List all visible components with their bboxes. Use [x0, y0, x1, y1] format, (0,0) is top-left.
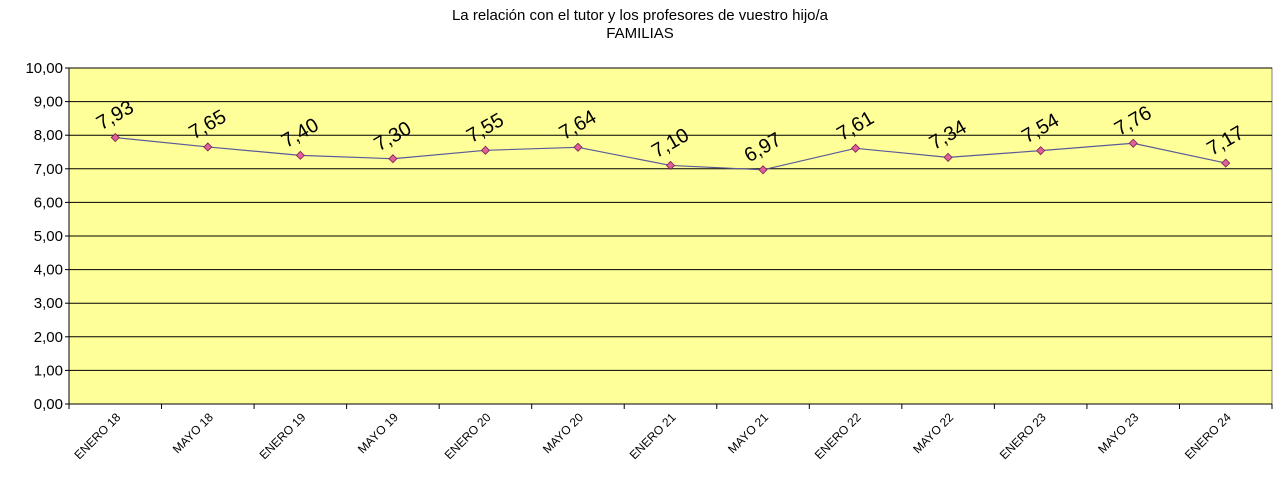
- x-tick-label: MAYO 21: [725, 410, 771, 456]
- marker: [203, 142, 213, 152]
- x-tick-label: MAYO 18: [170, 410, 216, 456]
- x-tick-label: MAYO 23: [1095, 410, 1141, 456]
- marker: [1128, 138, 1138, 148]
- y-tick-label: 2,00: [34, 329, 63, 346]
- y-tick-label: 8,00: [34, 127, 63, 144]
- marker: [1036, 146, 1046, 156]
- marker: [388, 154, 398, 164]
- x-tick-label: ENERO 21: [627, 410, 679, 462]
- chart-subtitle: FAMILIAS: [606, 25, 674, 42]
- marker: [851, 143, 861, 153]
- y-tick-label: 7,00: [34, 161, 63, 178]
- y-tick-label: 6,00: [34, 194, 63, 211]
- marker: [758, 165, 768, 175]
- y-tick-label: 1,00: [34, 362, 63, 379]
- x-tick-label: MAYO 19: [355, 410, 401, 456]
- x-tick-label: ENERO 22: [812, 410, 864, 462]
- x-tick-label: ENERO 19: [257, 410, 309, 462]
- marker: [480, 145, 490, 155]
- y-tick-label: 0,00: [34, 396, 63, 413]
- chart-title: La relación con el tutor y los profesore…: [452, 7, 829, 24]
- x-tick-label: MAYO 20: [540, 410, 586, 456]
- x-tick-label: ENERO 24: [1182, 410, 1234, 462]
- x-tick-label: MAYO 22: [910, 410, 956, 456]
- x-tick-label: ENERO 23: [997, 410, 1049, 462]
- marker: [110, 132, 120, 143]
- y-tick-label: 4,00: [34, 262, 63, 279]
- marker: [1221, 158, 1231, 168]
- y-tick-label: 3,00: [34, 295, 63, 312]
- marker: [943, 152, 953, 162]
- marker: [573, 142, 583, 152]
- y-tick-label: 5,00: [34, 228, 63, 245]
- marker: [665, 160, 676, 171]
- marker: [295, 150, 305, 160]
- y-tick-label: 10,00: [25, 60, 63, 77]
- y-tick-label: 9,00: [34, 94, 63, 111]
- x-tick-label: ENERO 20: [442, 410, 494, 462]
- x-tick-label: ENERO 18: [72, 410, 124, 462]
